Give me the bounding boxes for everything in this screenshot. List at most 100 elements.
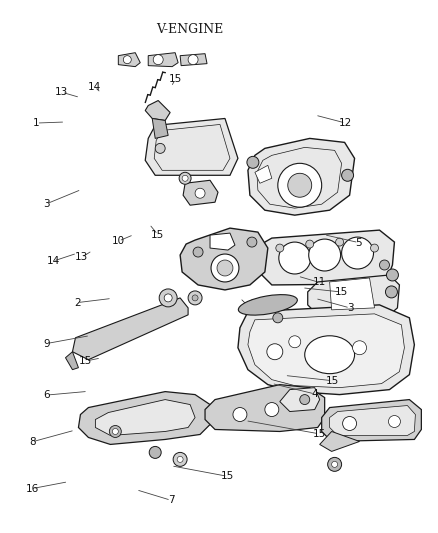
Text: 15: 15 — [151, 230, 165, 240]
Polygon shape — [148, 53, 178, 67]
Circle shape — [288, 173, 312, 197]
Circle shape — [267, 344, 283, 360]
Polygon shape — [320, 432, 360, 451]
Circle shape — [385, 286, 397, 298]
Polygon shape — [330, 406, 415, 435]
Circle shape — [389, 416, 400, 427]
Circle shape — [336, 238, 343, 246]
Text: 14: 14 — [88, 82, 101, 92]
Circle shape — [353, 341, 367, 355]
Circle shape — [188, 55, 198, 64]
Polygon shape — [180, 54, 207, 66]
Polygon shape — [321, 400, 421, 441]
Text: 9: 9 — [43, 338, 50, 349]
Circle shape — [276, 244, 284, 252]
Circle shape — [164, 294, 172, 302]
Text: 16: 16 — [25, 483, 39, 494]
Circle shape — [233, 408, 247, 422]
Circle shape — [371, 244, 378, 252]
Circle shape — [217, 260, 233, 276]
Polygon shape — [118, 53, 140, 67]
Circle shape — [343, 416, 357, 431]
Circle shape — [155, 143, 165, 154]
Polygon shape — [330, 278, 374, 310]
Polygon shape — [95, 400, 195, 435]
Circle shape — [177, 456, 183, 462]
Circle shape — [289, 336, 301, 348]
Circle shape — [192, 295, 198, 301]
Ellipse shape — [238, 295, 297, 315]
Text: 6: 6 — [43, 390, 50, 400]
Circle shape — [342, 237, 374, 269]
Polygon shape — [248, 314, 404, 387]
Polygon shape — [260, 230, 395, 285]
Text: 4: 4 — [312, 389, 318, 399]
Polygon shape — [205, 385, 325, 432]
Circle shape — [182, 175, 188, 181]
Circle shape — [112, 429, 118, 434]
Text: 15: 15 — [313, 429, 326, 439]
Text: 10: 10 — [112, 236, 125, 246]
Polygon shape — [257, 148, 342, 208]
Circle shape — [279, 242, 311, 274]
Text: 15: 15 — [79, 356, 92, 366]
Circle shape — [195, 188, 205, 198]
Polygon shape — [180, 228, 268, 290]
Polygon shape — [154, 124, 230, 171]
Text: 3: 3 — [43, 199, 50, 209]
Polygon shape — [72, 298, 188, 360]
Text: 12: 12 — [339, 118, 352, 128]
Circle shape — [328, 457, 342, 471]
Polygon shape — [280, 387, 320, 411]
Ellipse shape — [305, 336, 355, 374]
Circle shape — [173, 453, 187, 466]
Polygon shape — [238, 305, 414, 394]
Circle shape — [379, 260, 389, 270]
Circle shape — [211, 254, 239, 282]
Text: 13: 13 — [55, 87, 68, 97]
Polygon shape — [308, 275, 399, 315]
Circle shape — [153, 55, 163, 64]
Text: V-ENGINE: V-ENGINE — [156, 23, 224, 36]
Polygon shape — [66, 352, 78, 370]
Text: 11: 11 — [313, 278, 326, 287]
Text: 15: 15 — [335, 287, 348, 297]
Polygon shape — [145, 101, 170, 120]
Circle shape — [188, 291, 202, 305]
Polygon shape — [255, 165, 272, 183]
Text: 14: 14 — [46, 256, 60, 266]
Circle shape — [278, 163, 321, 207]
Polygon shape — [152, 118, 168, 139]
Circle shape — [124, 55, 131, 63]
Text: 15: 15 — [326, 376, 339, 386]
Circle shape — [247, 156, 259, 168]
Circle shape — [110, 425, 121, 438]
Text: 15: 15 — [169, 75, 182, 84]
Polygon shape — [248, 139, 355, 215]
Circle shape — [386, 269, 399, 281]
Circle shape — [332, 462, 338, 467]
Circle shape — [247, 237, 257, 247]
Text: 15: 15 — [221, 471, 234, 481]
Text: 8: 8 — [29, 437, 35, 447]
Polygon shape — [210, 233, 235, 250]
Circle shape — [265, 402, 279, 416]
Circle shape — [309, 239, 341, 271]
Circle shape — [273, 313, 283, 323]
Text: 1: 1 — [33, 118, 40, 128]
Circle shape — [193, 247, 203, 257]
Circle shape — [300, 394, 310, 405]
Circle shape — [149, 447, 161, 458]
Text: 5: 5 — [355, 238, 362, 248]
Circle shape — [179, 172, 191, 184]
Polygon shape — [145, 118, 238, 175]
Circle shape — [306, 240, 314, 248]
Circle shape — [159, 289, 177, 307]
Circle shape — [342, 169, 353, 181]
Text: 7: 7 — [168, 495, 174, 505]
Text: 2: 2 — [74, 297, 81, 308]
Text: 13: 13 — [75, 253, 88, 262]
Text: 3: 3 — [346, 303, 353, 313]
Polygon shape — [78, 392, 210, 445]
Polygon shape — [183, 180, 218, 205]
